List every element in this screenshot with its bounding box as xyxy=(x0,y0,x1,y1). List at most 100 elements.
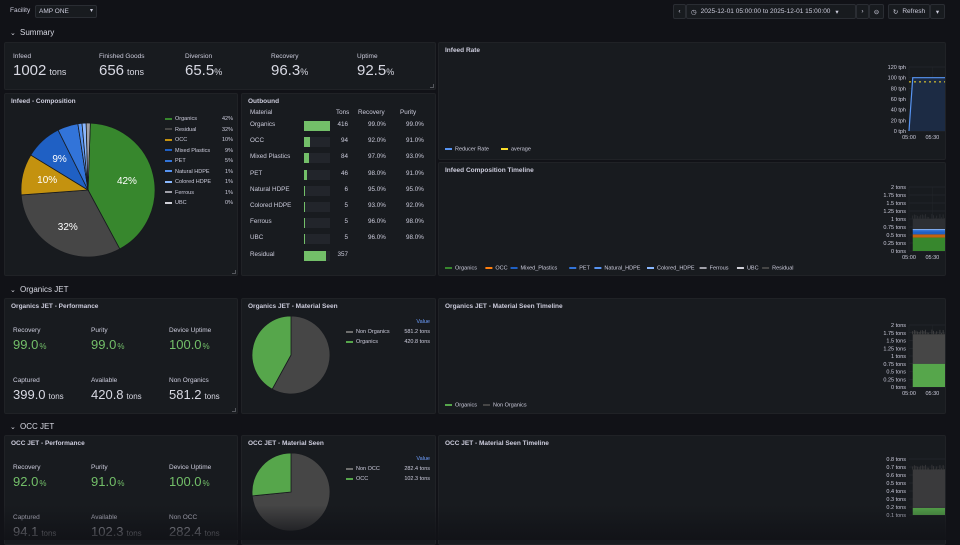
legend-label: Residual xyxy=(175,127,196,133)
recovery-value: 97.0% xyxy=(368,153,386,160)
pie-slice-label: 42% xyxy=(117,176,137,187)
refresh-interval-button[interactable]: ▾ xyxy=(930,4,945,19)
section-summary[interactable]: ⌄Summary xyxy=(0,27,960,41)
pie-slice-label: 9% xyxy=(52,154,67,165)
resize-handle[interactable] xyxy=(430,84,434,88)
time-range-picker[interactable]: ◷ 2025-12-01 05:00:00 to 2025-12-01 15:0… xyxy=(686,4,856,19)
stat-value: 65.5% xyxy=(185,62,222,79)
panel-title: Infeed - Composition xyxy=(11,98,76,105)
purity-value: 93.0% xyxy=(406,153,424,160)
time-forward-button[interactable]: › xyxy=(856,4,869,19)
material-name: OCC xyxy=(250,137,264,144)
stat-name: Finished Goods xyxy=(99,53,145,60)
legend-label[interactable]: Natural_HDPE xyxy=(604,266,640,272)
stat-name: Uptime xyxy=(357,53,394,60)
material-name: Colored HDPE xyxy=(250,202,291,209)
zoom-out-button[interactable]: ⊖ xyxy=(869,4,884,19)
legend-label[interactable]: Mixed_Plastics xyxy=(521,266,558,272)
legend-label[interactable]: UBC xyxy=(747,266,759,272)
legend-label: Organics xyxy=(175,116,197,122)
purity-value: 98.0% xyxy=(406,234,424,241)
stat-name: Non Organics xyxy=(169,377,220,384)
legend-label[interactable]: Reducer Rate xyxy=(455,147,489,153)
tons-value: 5 xyxy=(336,218,348,225)
resize-handle[interactable] xyxy=(232,408,236,412)
legend-label: OCC xyxy=(175,137,187,143)
y-tick-label: 2 tons xyxy=(891,323,906,329)
legend-swatch xyxy=(165,170,172,172)
legend-label[interactable]: Colored_HDPE xyxy=(657,266,695,272)
stat-name-text: Recovery xyxy=(13,464,40,471)
section-occ-jet[interactable]: ⌄OCC JET xyxy=(0,421,960,435)
y-tick-label: 0.4 tons xyxy=(886,489,906,495)
stacked-band xyxy=(913,364,946,387)
y-tick-label: 0.25 tons xyxy=(883,241,906,247)
legend-label[interactable]: OCC xyxy=(495,266,507,272)
y-tick-label: 80 tph xyxy=(891,86,906,92)
legend-label[interactable]: Ferrous xyxy=(710,266,729,272)
legend-label: UBC xyxy=(175,200,187,206)
legend-swatch xyxy=(165,149,172,151)
tons-bar-fill xyxy=(304,121,330,131)
legend-label[interactable]: Organics xyxy=(455,403,477,409)
legend-swatch xyxy=(445,267,452,269)
legend-label[interactable]: Non Organics xyxy=(493,403,527,409)
legend-swatch xyxy=(700,267,707,269)
legend-label[interactable]: average xyxy=(511,147,531,153)
tons-bar xyxy=(304,186,330,196)
resize-handle[interactable] xyxy=(232,270,236,274)
chevron-down-icon: ▾ xyxy=(936,8,939,16)
legend-label[interactable]: Organics xyxy=(455,266,477,272)
pie-slice[interactable] xyxy=(252,453,291,496)
legend-swatch xyxy=(483,404,490,406)
time-back-button[interactable]: ‹ xyxy=(673,4,686,19)
refresh-button[interactable]: ↻Refresh xyxy=(888,4,930,19)
stat-unit: tons xyxy=(127,67,144,77)
tons-bar xyxy=(304,202,330,212)
stacked-band xyxy=(913,230,946,232)
stat-unit: tons xyxy=(49,392,64,401)
stat-number: 100.0 xyxy=(169,474,202,489)
chevron-down-icon: ▾ xyxy=(90,7,93,14)
tons-value: 416 xyxy=(336,121,348,128)
legend-label[interactable]: PET xyxy=(579,266,590,272)
tons-bar xyxy=(304,218,330,228)
y-tick-label: 0.5 tons xyxy=(886,370,906,376)
facility-select[interactable]: AMP ONE▾ xyxy=(35,5,97,18)
section-organics-jet[interactable]: ⌄Organics JET xyxy=(0,284,960,298)
stat-unit: % xyxy=(39,342,46,351)
zoom-out-icon: ⊖ xyxy=(874,8,879,16)
column-header: Purity xyxy=(400,109,416,116)
legend-label[interactable]: Residual xyxy=(772,266,793,272)
material-name: UBC xyxy=(250,234,263,241)
stat-value: 92.5% xyxy=(357,62,394,79)
